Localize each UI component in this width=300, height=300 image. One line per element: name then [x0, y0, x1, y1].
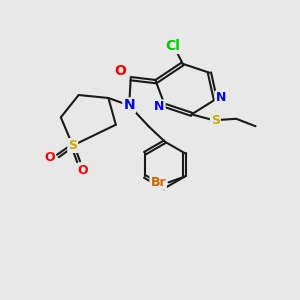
Text: S: S	[211, 114, 220, 127]
Text: N: N	[216, 92, 226, 104]
Text: O: O	[44, 151, 55, 164]
Text: N: N	[123, 98, 135, 112]
Text: Br: Br	[150, 176, 166, 189]
Text: S: S	[68, 139, 77, 152]
Text: O: O	[114, 64, 126, 78]
Text: Cl: Cl	[165, 39, 180, 53]
Text: N: N	[154, 100, 165, 113]
Text: O: O	[78, 164, 88, 177]
